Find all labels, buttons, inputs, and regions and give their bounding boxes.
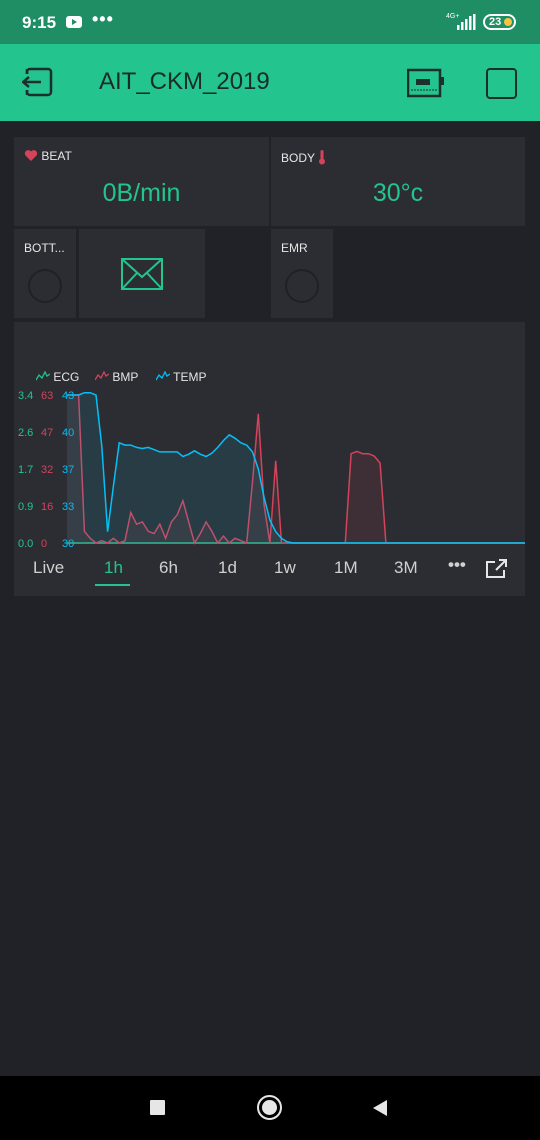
body-value: 30°c: [372, 179, 424, 207]
y-tick-ecg: 0.0: [18, 538, 33, 550]
emr-widget[interactable]: EMR: [271, 229, 333, 318]
y-tick-bmp: 0: [41, 538, 47, 550]
y-tick-bmp: 16: [41, 501, 53, 513]
y-tick-bmp: 47: [41, 427, 53, 439]
period-selector: Live 1h 6h 1d 1w 1M 3M •••: [14, 555, 525, 594]
legend-label: TEMP: [173, 370, 207, 384]
system-nav-bar: [0, 1076, 540, 1140]
period-3m[interactable]: 3M: [394, 558, 418, 577]
line-chart[interactable]: 3.4 2.6 1.7 0.9 0.0 63 47 32 16 0 43 40 37 33 30: [14, 322, 525, 558]
device-icon[interactable]: [407, 68, 445, 98]
period-1h[interactable]: 1h: [104, 558, 123, 577]
legend-bmp[interactable]: BMP: [94, 370, 139, 384]
heart-icon: [24, 150, 38, 161]
line-chart-icon: [35, 370, 51, 381]
home-button[interactable]: [257, 1095, 282, 1120]
square-icon[interactable]: [486, 68, 517, 99]
battery-level: 23: [489, 16, 502, 28]
series-area-temp: [67, 392, 525, 543]
recents-button[interactable]: [150, 1100, 165, 1115]
y-tick-ecg: 0.9: [18, 501, 33, 513]
emr-led: [285, 269, 319, 303]
y-tick-ecg: 3.4: [18, 390, 33, 402]
legend-ecg[interactable]: ECG: [35, 370, 80, 384]
body-widget[interactable]: BODY 30°c: [271, 137, 525, 226]
status-more-dots: •••: [92, 9, 114, 29]
chart-widget[interactable]: ECG BMP TEMP 3.4 2.6 1.7 0.9 0.0 63 47 32 16 0 43 4…: [14, 322, 525, 596]
page-title: AIT_CKM_2019: [99, 68, 270, 95]
line-chart-icon: [94, 370, 110, 381]
beat-label: BEAT: [41, 149, 72, 163]
y-tick-temp: 40: [62, 427, 74, 439]
y-tick-temp: 37: [62, 464, 74, 476]
legend-temp[interactable]: TEMP: [155, 370, 207, 384]
y-tick-bmp: 63: [41, 390, 53, 402]
period-1d[interactable]: 1d: [218, 558, 237, 577]
y-tick-temp: 43: [62, 390, 74, 402]
active-period-underline: [95, 584, 130, 586]
period-1w[interactable]: 1w: [274, 558, 296, 577]
y-tick-ecg: 1.7: [18, 464, 33, 476]
period-live[interactable]: Live: [33, 558, 65, 577]
y-tick-temp: 30: [62, 538, 74, 550]
y-tick-temp: 33: [62, 501, 74, 513]
body-label-row: BODY: [281, 149, 326, 165]
body-label: BODY: [281, 151, 315, 165]
period-6h[interactable]: 6h: [159, 558, 178, 577]
legend-label: BMP: [112, 370, 139, 384]
status-time: 9:15: [22, 13, 57, 32]
series-line-temp: [67, 391, 525, 544]
y-tick-bmp: 32: [41, 464, 53, 476]
beat-widget[interactable]: BEAT 0B/min: [14, 137, 269, 226]
legend-label: ECG: [53, 370, 80, 384]
bottle-led: [28, 269, 62, 303]
y-tick-ecg: 2.6: [18, 427, 33, 439]
thermometer-icon: [319, 150, 326, 165]
signal-icon: [457, 14, 476, 30]
network-type-label: 4G+: [446, 13, 460, 20]
status-bar: 9:15 ••• 4G+ 23: [0, 0, 540, 44]
beat-value: 0B/min: [102, 179, 181, 207]
app-bar: AIT_CKM_2019: [0, 44, 540, 121]
line-chart-icon: [155, 370, 171, 381]
battery-icon: 23: [483, 14, 516, 30]
emr-label: EMR: [281, 241, 308, 255]
more-options-icon[interactable]: •••: [448, 555, 466, 574]
expand-icon[interactable]: [484, 558, 510, 580]
email-widget[interactable]: [79, 229, 205, 318]
beat-label-row: BEAT: [24, 149, 72, 163]
envelope-icon: [121, 258, 163, 290]
exit-icon[interactable]: [22, 66, 56, 98]
period-1m[interactable]: 1M: [334, 558, 358, 577]
youtube-icon: [66, 16, 82, 28]
bottle-label: BOTT...: [24, 241, 65, 255]
back-button[interactable]: [372, 1099, 388, 1117]
bottle-widget[interactable]: BOTT...: [14, 229, 76, 318]
battery-fill: [504, 18, 512, 26]
